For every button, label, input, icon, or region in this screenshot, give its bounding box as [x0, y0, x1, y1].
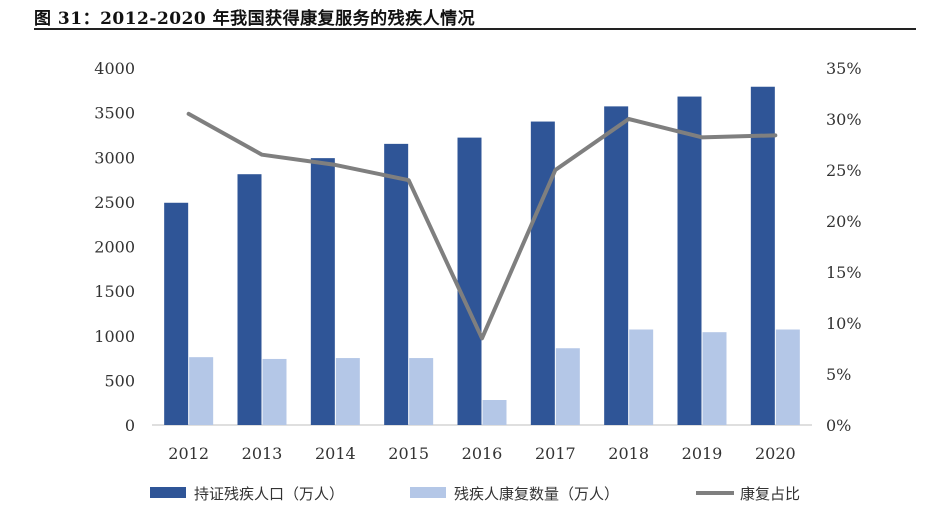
- bar-registered-disabled: [384, 143, 409, 426]
- right-tick-label: 35%: [826, 59, 862, 78]
- category-label: 2013: [242, 444, 283, 463]
- bar-registered-disabled: [164, 202, 189, 425]
- right-tick-label: 15%: [826, 263, 862, 282]
- category-labels: 2012 2013 2014 2015 2016 2017 2018 2019 2020: [168, 444, 795, 463]
- right-tick-label: 5%: [826, 365, 851, 384]
- right-tick-label: 25%: [826, 161, 862, 180]
- left-tick-label: 3500: [94, 104, 135, 123]
- bar-rehab-count: [555, 348, 580, 425]
- category-label: 2015: [388, 444, 429, 463]
- right-tick-label: 30%: [826, 110, 862, 129]
- bar-registered-disabled: [237, 174, 262, 425]
- left-tick-label: 0: [125, 416, 135, 435]
- left-tick-label: 500: [104, 371, 135, 390]
- right-tick-label: 10%: [826, 314, 862, 333]
- left-tick-label: 2000: [94, 238, 135, 257]
- bar-rehab-count: [335, 358, 360, 425]
- legend-label: 残疾人康复数量（万人）: [454, 485, 619, 503]
- bar-rehab-count: [189, 357, 214, 425]
- bar-rehab-count: [629, 329, 654, 425]
- bar-registered-disabled: [750, 86, 775, 426]
- category-label: 2020: [755, 444, 796, 463]
- bar-registered-disabled: [530, 121, 555, 426]
- bar-rehab-count: [702, 332, 727, 425]
- bars: [164, 86, 800, 426]
- right-tick-label: 0%: [826, 416, 851, 435]
- legend-swatch: [150, 487, 186, 498]
- right-axis-ticks: 0% 5% 10% 15% 20% 25% 30% 35%: [826, 59, 862, 435]
- chart-title: 图 31：2012-2020 年我国获得康复服务的残疾人情况: [34, 9, 476, 29]
- legend: 持证残疾人口（万人） 残疾人康复数量（万人） 康复占比: [150, 485, 800, 503]
- legend-swatch: [410, 487, 446, 498]
- bar-registered-disabled: [310, 158, 335, 425]
- right-tick-label: 20%: [826, 212, 862, 231]
- category-label: 2018: [608, 444, 649, 463]
- category-label: 2014: [315, 444, 356, 463]
- left-tick-label: 4000: [94, 59, 135, 78]
- bar-registered-disabled: [604, 106, 629, 425]
- category-label: 2017: [535, 444, 576, 463]
- bar-rehab-count: [262, 358, 287, 425]
- legend-label: 康复占比: [740, 485, 800, 503]
- bar-rehab-count: [775, 329, 800, 425]
- left-axis-ticks: 0 500 1000 1500 2000 2500 3000 3500 4000: [94, 59, 135, 435]
- category-label: 2019: [682, 444, 723, 463]
- bar-rehab-count: [482, 400, 507, 425]
- ratio-line: [186, 111, 778, 341]
- bar-registered-disabled: [457, 137, 482, 426]
- bar-rehab-count: [409, 358, 434, 425]
- left-tick-label: 1500: [94, 282, 135, 301]
- left-tick-label: 2500: [94, 193, 135, 212]
- left-tick-label: 3000: [94, 148, 135, 167]
- left-tick-label: 1000: [94, 327, 135, 346]
- title-rule: [34, 28, 916, 30]
- category-label: 2012: [168, 444, 209, 463]
- legend-label: 持证残疾人口（万人）: [194, 485, 344, 503]
- category-label: 2016: [462, 444, 503, 463]
- bar-registered-disabled: [677, 96, 702, 425]
